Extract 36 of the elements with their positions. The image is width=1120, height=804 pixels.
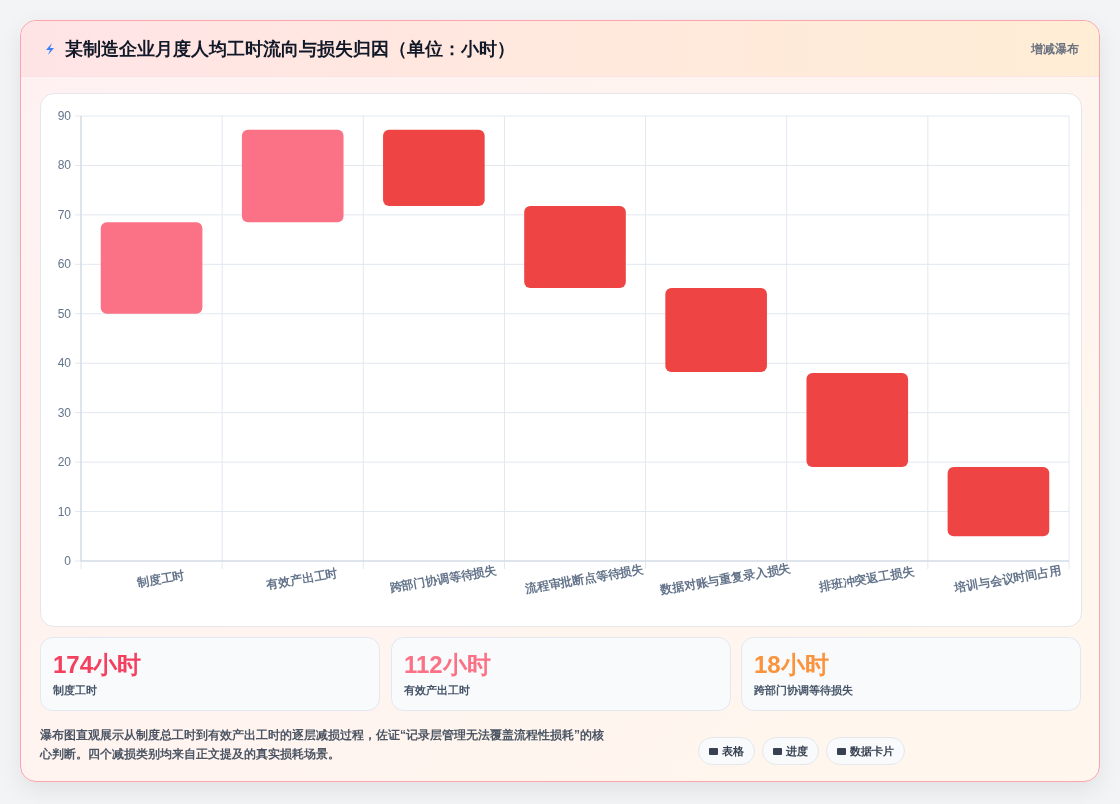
- y-tick-label: 20: [57, 455, 72, 470]
- x-tick-label: 培训与会议时间占用: [952, 562, 1063, 596]
- text: 有效产出工时: [404, 683, 470, 698]
- y-tick-label: 40: [57, 356, 72, 371]
- text: 跨部门协调等待损失: [754, 683, 853, 698]
- text: 表格: [722, 745, 744, 757]
- x-tick-label: 制度工时: [135, 568, 186, 591]
- chart-title: 某制造企业月度人均工时流向与损失归因（单位：小时）: [65, 38, 515, 61]
- text: 18小时: [754, 650, 829, 680]
- y-tick-label: 30: [57, 405, 72, 420]
- y-tick-label: 70: [57, 207, 72, 222]
- bar: [100, 222, 203, 314]
- x-tick-label: 跨部门协调等待损失: [387, 562, 499, 596]
- text: 制度工时: [53, 683, 97, 698]
- x-tick-label: 排班冲突返工损失: [817, 563, 917, 595]
- bar: [241, 129, 344, 223]
- text: 瀑布图直观展示从制度总工时到有效产出工时的逐层减损过程，佐证“记录层管理无法覆盖流程性损耗”的核心判断。四个减损类别均来自正文提及的真实损耗场景。: [40, 727, 605, 763]
- bar: [947, 467, 1050, 537]
- chart-subtitle: 增减瀑布: [1031, 41, 1079, 58]
- x-tick-label: 有效产出工时: [264, 565, 339, 593]
- y-tick-label: 90: [57, 109, 72, 123]
- x-tick-label: 数据对账与重复录入损失: [658, 560, 793, 598]
- y-tick-label: 50: [57, 306, 72, 321]
- text: 174小时: [53, 650, 142, 680]
- bar: [806, 373, 909, 468]
- x-tick-label: 流程审批断点等待损失: [523, 561, 646, 597]
- y-tick-label: 80: [57, 158, 72, 173]
- text: 进度: [786, 745, 808, 757]
- text: 数据卡片: [850, 745, 894, 757]
- bar: [665, 288, 767, 373]
- y-tick-label: 10: [57, 504, 72, 519]
- bar: [524, 205, 626, 289]
- bar: [383, 129, 485, 206]
- y-tick-label: 60: [57, 257, 72, 272]
- text: 112小时: [404, 650, 491, 680]
- y-tick-label: 0: [64, 554, 72, 568]
